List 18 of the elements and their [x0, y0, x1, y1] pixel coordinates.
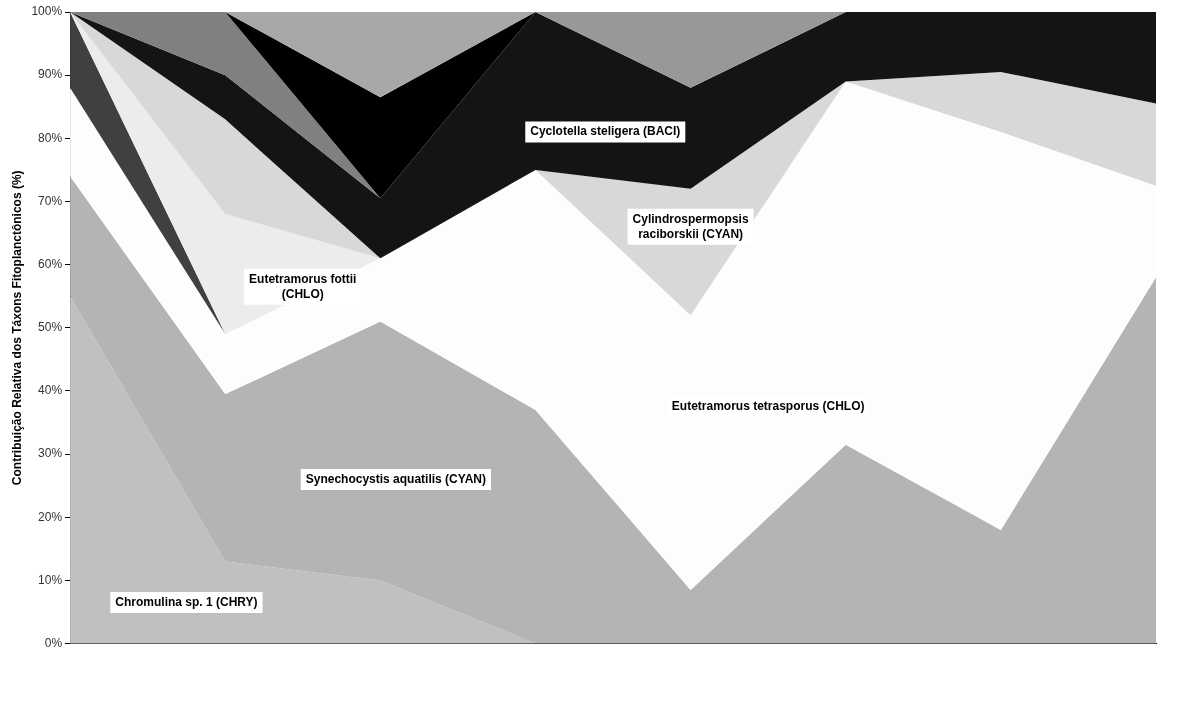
- y-tick-label: 100%: [31, 4, 63, 19]
- y-axis-title: Contribuição Relativa dos Táxons Fitoplanctônicos (%): [9, 170, 24, 486]
- y-tick-label: 30%: [38, 446, 63, 461]
- y-tick-label: 10%: [38, 572, 63, 587]
- series-label: Eutetramorus fottii (CHLO): [249, 271, 357, 301]
- y-tick-label: 90%: [38, 67, 63, 82]
- y-tick-label: 80%: [38, 130, 63, 145]
- y-tick-label: 20%: [38, 509, 63, 524]
- y-tick-label: 40%: [38, 383, 63, 398]
- series-label: Cylindrospermopsis raciborskii (CYAN): [632, 211, 749, 241]
- series-label: Chromulina sp. 1 (CHRY): [115, 594, 258, 609]
- y-tick-label: 70%: [38, 193, 63, 208]
- series-label: Cyclotella steligera (BACI): [530, 124, 681, 139]
- series-label: Eutetramorus tetrasporus (CHLO): [671, 399, 865, 414]
- y-tick-label: 60%: [38, 256, 63, 271]
- y-tick-label: 0%: [44, 635, 63, 650]
- y-tick-label: 50%: [38, 320, 63, 335]
- series-label: Synechocystis aquatilis (CYAN): [305, 471, 487, 486]
